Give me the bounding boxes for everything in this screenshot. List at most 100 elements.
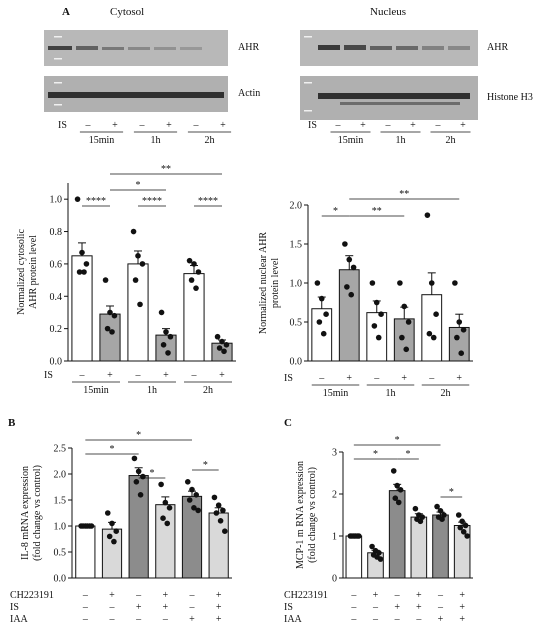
condition-sign: – <box>162 614 169 625</box>
condition-sign: + <box>109 590 115 601</box>
y-tick-label: 3 <box>332 448 337 459</box>
bar <box>338 269 360 362</box>
data-point <box>111 312 118 319</box>
time-label: 15min <box>89 135 115 146</box>
data-point <box>160 342 167 348</box>
data-point <box>342 241 348 247</box>
data-point <box>430 334 437 341</box>
time-label: 15min <box>83 385 109 396</box>
y-tick-label: 2.0 <box>290 201 303 212</box>
data-point <box>166 505 173 511</box>
condition-sign: + <box>459 590 465 601</box>
condition-sign: + <box>416 590 422 601</box>
data-point <box>441 512 447 518</box>
condition-label: IAA <box>10 614 29 625</box>
sign-label: – <box>385 120 392 131</box>
data-point <box>378 311 384 318</box>
data-point <box>433 311 439 318</box>
condition-sign: – <box>350 614 357 625</box>
data-point <box>434 503 440 510</box>
condition-label: IS <box>284 602 293 613</box>
data-point <box>394 482 400 489</box>
significance-label: * <box>136 430 141 441</box>
data-point <box>191 505 197 511</box>
data-point <box>81 269 87 275</box>
condition-sign: – <box>82 614 89 625</box>
y-tick-label: 1.5 <box>290 240 303 251</box>
y-axis-label: MCP-1 m RNA expression(fold change vs co… <box>295 461 318 569</box>
condition-sign: – <box>82 602 89 613</box>
condition-sign: – <box>135 590 142 601</box>
data-point <box>83 261 90 267</box>
cytosol-actin-blot <box>44 76 228 112</box>
y-axis-label: Normalized cytosolicAHR protein level <box>16 229 39 315</box>
data-point <box>397 487 404 493</box>
bar <box>155 334 177 362</box>
data-point <box>346 256 353 263</box>
data-point <box>439 516 445 522</box>
y-tick-label: 0.6 <box>50 259 63 270</box>
bar <box>155 504 176 579</box>
data-point <box>111 538 117 545</box>
data-point <box>456 319 463 325</box>
y-axis-label: Normalized nuclear AHRprotein level <box>258 232 281 335</box>
cytosol-ahr-label: AHR <box>238 42 259 53</box>
condition-sign: + <box>459 614 465 625</box>
condition-sign: – <box>372 602 379 613</box>
data-point <box>323 311 329 318</box>
data-point <box>348 291 355 298</box>
data-point <box>193 492 200 498</box>
time-label: 2h <box>205 135 215 146</box>
y-tick-label: 0.2 <box>50 324 63 335</box>
condition-sign: + <box>459 602 465 613</box>
data-point <box>107 309 113 316</box>
data-point <box>80 523 86 529</box>
data-point <box>403 346 410 353</box>
data-point <box>417 518 424 525</box>
data-point <box>167 333 174 340</box>
condition-sign: + <box>163 602 169 613</box>
sign-label: – <box>191 370 198 381</box>
nucleus-histone-label: Histone H3 <box>487 92 533 103</box>
sign-label: + <box>360 120 366 131</box>
data-point <box>356 533 362 539</box>
data-point <box>189 486 195 493</box>
condition-sign: + <box>416 602 422 613</box>
y-tick-label: 0 <box>332 574 337 585</box>
sign-label: + <box>456 373 462 384</box>
condition-sign: – <box>109 602 116 613</box>
data-point <box>76 269 83 275</box>
data-point <box>460 529 467 535</box>
nucleus-title: Nucleus <box>370 6 406 18</box>
y-tick-label: 1.0 <box>290 279 303 290</box>
data-point <box>184 479 191 485</box>
data-point <box>455 512 462 518</box>
data-point <box>191 261 197 267</box>
y-tick-label: 0.5 <box>54 548 67 559</box>
panel-a-letter: A <box>62 6 70 18</box>
significance-label: * <box>203 460 208 471</box>
data-point <box>314 280 321 286</box>
data-point <box>193 285 199 291</box>
condition-label: CH223191 <box>284 590 328 601</box>
data-point <box>214 333 221 340</box>
data-point <box>401 303 408 310</box>
condition-sign: – <box>189 602 196 613</box>
significance-label: * <box>136 180 141 191</box>
data-point <box>84 523 91 529</box>
sign-label: – <box>318 373 325 384</box>
time-label: 2h <box>446 135 456 146</box>
data-point <box>104 325 111 332</box>
data-point <box>104 510 111 516</box>
data-point <box>140 473 146 480</box>
condition-sign: + <box>394 602 400 613</box>
data-point <box>74 196 81 202</box>
data-point <box>217 518 224 524</box>
y-tick-label: 2 <box>332 490 337 501</box>
sign-label: – <box>139 120 146 131</box>
time-label: 1h <box>151 135 161 146</box>
condition-sign: – <box>415 614 422 625</box>
significance-label: * <box>395 435 400 446</box>
data-point <box>165 350 171 356</box>
data-point <box>454 334 460 341</box>
